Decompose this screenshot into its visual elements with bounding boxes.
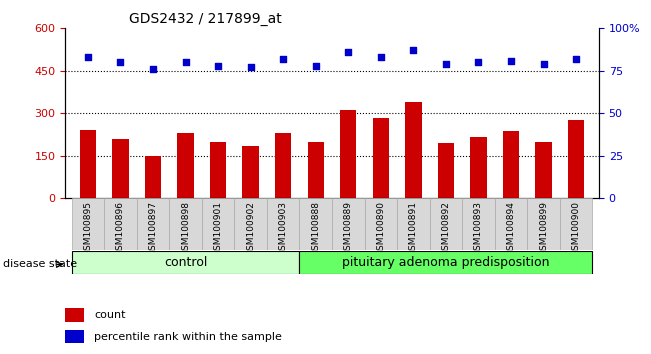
Bar <box>65 308 84 321</box>
Text: count: count <box>94 310 126 320</box>
Point <box>278 56 288 62</box>
Point <box>148 66 158 72</box>
Bar <box>503 131 519 198</box>
Text: GSM100889: GSM100889 <box>344 201 353 256</box>
Point <box>245 64 256 70</box>
Bar <box>332 198 365 250</box>
Point <box>343 49 353 55</box>
Point <box>506 58 516 63</box>
Text: GSM100892: GSM100892 <box>441 201 450 256</box>
Bar <box>202 198 234 250</box>
Point <box>571 56 581 62</box>
Bar <box>299 198 332 250</box>
Point <box>408 47 419 53</box>
Bar <box>145 156 161 198</box>
Bar <box>65 330 84 343</box>
Bar <box>535 142 551 198</box>
Bar <box>462 198 495 250</box>
Point <box>115 59 126 65</box>
Bar <box>242 147 258 198</box>
Text: GSM100891: GSM100891 <box>409 201 418 256</box>
Bar <box>495 198 527 250</box>
Text: GSM100898: GSM100898 <box>181 201 190 256</box>
Bar <box>568 120 584 198</box>
Text: GSM100896: GSM100896 <box>116 201 125 256</box>
Point <box>83 55 93 60</box>
Bar <box>177 132 194 198</box>
Point <box>376 55 386 60</box>
Text: GSM100899: GSM100899 <box>539 201 548 256</box>
Bar <box>307 142 324 198</box>
Bar <box>527 198 560 250</box>
Text: GSM100894: GSM100894 <box>506 201 516 256</box>
Point <box>180 59 191 65</box>
Bar <box>299 251 592 274</box>
Text: GSM100890: GSM100890 <box>376 201 385 256</box>
Bar <box>430 198 462 250</box>
Point <box>311 63 321 69</box>
Bar <box>372 118 389 198</box>
Point <box>441 61 451 67</box>
Text: GSM100888: GSM100888 <box>311 201 320 256</box>
Bar <box>210 142 227 198</box>
Text: GSM100900: GSM100900 <box>572 201 581 256</box>
Text: GSM100901: GSM100901 <box>214 201 223 256</box>
Bar <box>169 198 202 250</box>
Bar <box>72 198 104 250</box>
Point <box>213 63 223 69</box>
Bar <box>275 133 292 198</box>
Bar <box>340 110 357 198</box>
Text: GSM100897: GSM100897 <box>148 201 158 256</box>
Text: GSM100895: GSM100895 <box>83 201 92 256</box>
Bar <box>397 198 430 250</box>
Text: disease state: disease state <box>3 259 77 269</box>
Bar <box>560 198 592 250</box>
Bar <box>437 143 454 198</box>
Bar <box>365 198 397 250</box>
Bar <box>267 198 299 250</box>
Text: pituitary adenoma predisposition: pituitary adenoma predisposition <box>342 256 549 269</box>
Bar <box>405 102 421 198</box>
Text: GSM100893: GSM100893 <box>474 201 483 256</box>
Bar <box>79 130 96 198</box>
Text: percentile rank within the sample: percentile rank within the sample <box>94 332 283 342</box>
Bar <box>112 139 128 198</box>
Bar <box>72 251 299 274</box>
Point <box>473 59 484 65</box>
Text: GSM100902: GSM100902 <box>246 201 255 256</box>
Text: control: control <box>164 256 207 269</box>
Text: GSM100903: GSM100903 <box>279 201 288 256</box>
Bar <box>137 198 169 250</box>
Text: GDS2432 / 217899_at: GDS2432 / 217899_at <box>129 12 282 26</box>
Point <box>538 61 549 67</box>
Bar <box>470 137 486 198</box>
Bar <box>104 198 137 250</box>
Bar <box>234 198 267 250</box>
